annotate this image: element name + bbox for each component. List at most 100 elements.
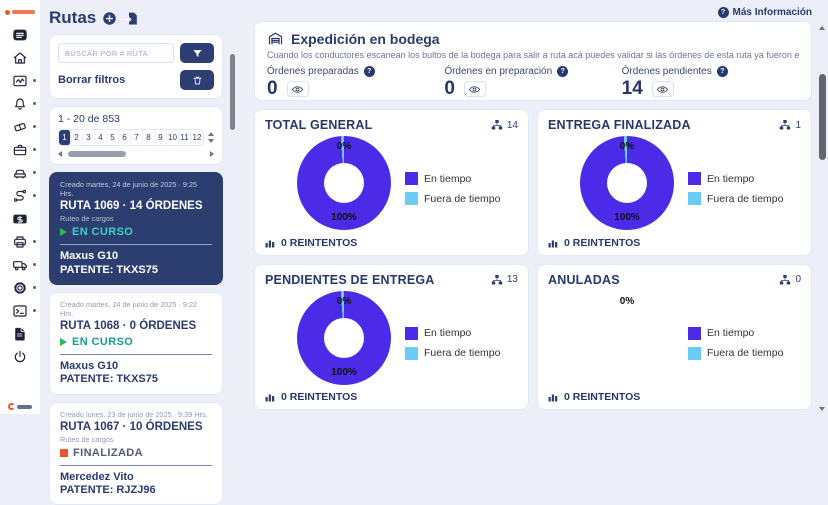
page-button[interactable]: 8 — [143, 130, 155, 145]
view-orders-button[interactable] — [287, 81, 309, 97]
sidebar-item-payments[interactable] — [11, 211, 29, 227]
sitemap-icon — [779, 119, 791, 131]
more-info-link[interactable]: ? Más Información — [718, 7, 812, 18]
legend-swatch — [405, 172, 418, 185]
view-orders-button[interactable] — [652, 81, 674, 97]
help-icon[interactable]: ? — [557, 66, 568, 77]
sidebar-item-documents[interactable] — [11, 326, 29, 342]
brand-logo-mark — [5, 10, 10, 15]
donut-chart: 0% 100% — [297, 136, 391, 230]
page-button[interactable]: 7 — [131, 130, 143, 145]
route-card[interactable]: Creado martes, 24 de junio de 2025 · 9:2… — [49, 172, 223, 285]
help-icon[interactable]: ? — [717, 66, 728, 77]
scroll-right-icon[interactable] — [210, 151, 214, 157]
page-button[interactable]: 12 — [191, 130, 203, 145]
eye-icon — [291, 83, 304, 96]
legend-swatch — [405, 327, 418, 340]
donut-chart: 0% — [580, 291, 674, 385]
legend-item-fuera-de-tiempo[interactable]: Fuera de tiempo — [688, 192, 783, 205]
legend-item-fuera-de-tiempo[interactable]: Fuera de tiempo — [405, 347, 500, 360]
page-button[interactable]: 10 — [167, 130, 179, 145]
plus-icon — [102, 11, 117, 26]
briefcase-icon — [12, 142, 28, 158]
stop-icon — [60, 449, 68, 457]
sidebar-item-logout[interactable] — [11, 349, 29, 365]
slice-label-top: 0% — [620, 296, 634, 307]
bars-icon — [547, 391, 559, 403]
home-icon — [12, 50, 28, 66]
page-button[interactable]: 11 — [179, 130, 191, 145]
money-icon — [12, 211, 28, 227]
page-button[interactable]: 3 — [83, 130, 95, 145]
legend-item-en-tiempo[interactable]: En tiempo — [405, 172, 500, 185]
help-icon[interactable]: ? — [364, 66, 375, 77]
panel-scroll-thumb[interactable] — [230, 54, 235, 130]
page-button[interactable]: 2 — [71, 130, 83, 145]
divider — [60, 465, 212, 466]
slice-label-bottom: 100% — [331, 212, 357, 223]
divider — [60, 354, 212, 355]
filter-button[interactable] — [180, 43, 214, 63]
scroll-up-icon[interactable] — [819, 26, 825, 30]
notification-dot — [33, 148, 36, 151]
page-button[interactable]: 1 — [59, 130, 71, 145]
scroll-left-icon[interactable] — [58, 151, 62, 157]
printer-icon — [12, 234, 28, 250]
page-spinner — [208, 132, 214, 143]
chart-card-pendientes-de-entrega: PENDIENTES DE ENTREGA 13 0% 100% En tiem… — [254, 264, 529, 411]
route-card[interactable]: Creado lunes, 23 de junio de 2025 · 9:39… — [49, 402, 223, 505]
sidebar-item-tickets[interactable] — [11, 119, 29, 135]
route-vehicle: Maxus G10 — [60, 360, 212, 373]
chart-legend: En tiempo Fuera de tiempo — [688, 327, 783, 360]
stat-ordenes-en-preparacion: Órdenes en preparación ? 0 — [444, 66, 621, 100]
page-button[interactable]: 9 — [155, 130, 167, 145]
sidebar-item-briefcase[interactable] — [11, 142, 29, 158]
sidebar-item-terminal[interactable] — [11, 303, 29, 319]
routes-panel: Rutas Borrar filtros 1 - 20 de 853 1 2 — [44, 0, 244, 414]
horizontal-scroll-thumb[interactable] — [68, 151, 126, 157]
sidebar-item-settings[interactable] — [11, 280, 29, 296]
legend-item-fuera-de-tiempo[interactable]: Fuera de tiempo — [688, 347, 783, 360]
chart-order-count: 0 — [779, 274, 801, 286]
legend-item-en-tiempo[interactable]: En tiempo — [688, 327, 783, 340]
brand-logo-wordmark — [17, 405, 32, 409]
add-route-button[interactable] — [102, 10, 118, 26]
route-title: RUTA 1068 · 0 ÓRDENES — [60, 320, 212, 333]
legend-swatch — [688, 347, 701, 360]
bars-icon — [264, 391, 276, 403]
retries-counter: 0 REINTENTOS — [547, 391, 640, 403]
legend-item-fuera-de-tiempo[interactable]: Fuera de tiempo — [405, 192, 500, 205]
sidebar-item-menu[interactable] — [11, 27, 29, 43]
view-orders-button[interactable] — [464, 81, 486, 97]
route-card[interactable]: Creado martes, 24 de junio de 2025 · 9:2… — [49, 292, 223, 395]
scroll-down-icon[interactable] — [819, 407, 825, 411]
retries-counter: 0 REINTENTOS — [264, 391, 357, 403]
brand-logo-top — [5, 7, 35, 17]
clear-filters-link[interactable]: Borrar filtros — [58, 74, 125, 86]
legend-item-en-tiempo[interactable]: En tiempo — [688, 172, 783, 185]
sidebar-item-home[interactable] — [11, 50, 29, 66]
delete-button[interactable] — [180, 70, 214, 90]
page-button[interactable]: 6 — [119, 130, 131, 145]
brand-logo-mark — [8, 403, 15, 410]
vertical-scroll-thumb[interactable] — [819, 74, 826, 160]
sidebar-item-dispatch[interactable] — [11, 73, 29, 89]
page-button[interactable]: 5 — [107, 130, 119, 145]
page-button[interactable]: 4 — [95, 130, 107, 145]
sidebar-item-vehicles[interactable] — [11, 165, 29, 181]
spinner-down-icon[interactable] — [208, 139, 214, 143]
legend-item-en-tiempo[interactable]: En tiempo — [405, 327, 500, 340]
export-routes-button[interactable] — [124, 10, 140, 26]
routes-panel-header: Rutas — [44, 0, 244, 34]
legend-swatch — [688, 192, 701, 205]
spinner-up-icon[interactable] — [208, 132, 214, 136]
search-input[interactable] — [58, 43, 174, 63]
sidebar-item-routes[interactable] — [11, 188, 29, 204]
stat-value: 0 — [444, 78, 455, 100]
sidebar-item-fleet[interactable] — [11, 257, 29, 273]
chart-title: ANULADAS — [548, 273, 620, 287]
sidebar-item-printer[interactable] — [11, 234, 29, 250]
sidebar-item-alerts[interactable] — [11, 96, 29, 112]
route-vehicle: Mercedez Vito — [60, 471, 212, 484]
play-icon — [60, 228, 67, 236]
